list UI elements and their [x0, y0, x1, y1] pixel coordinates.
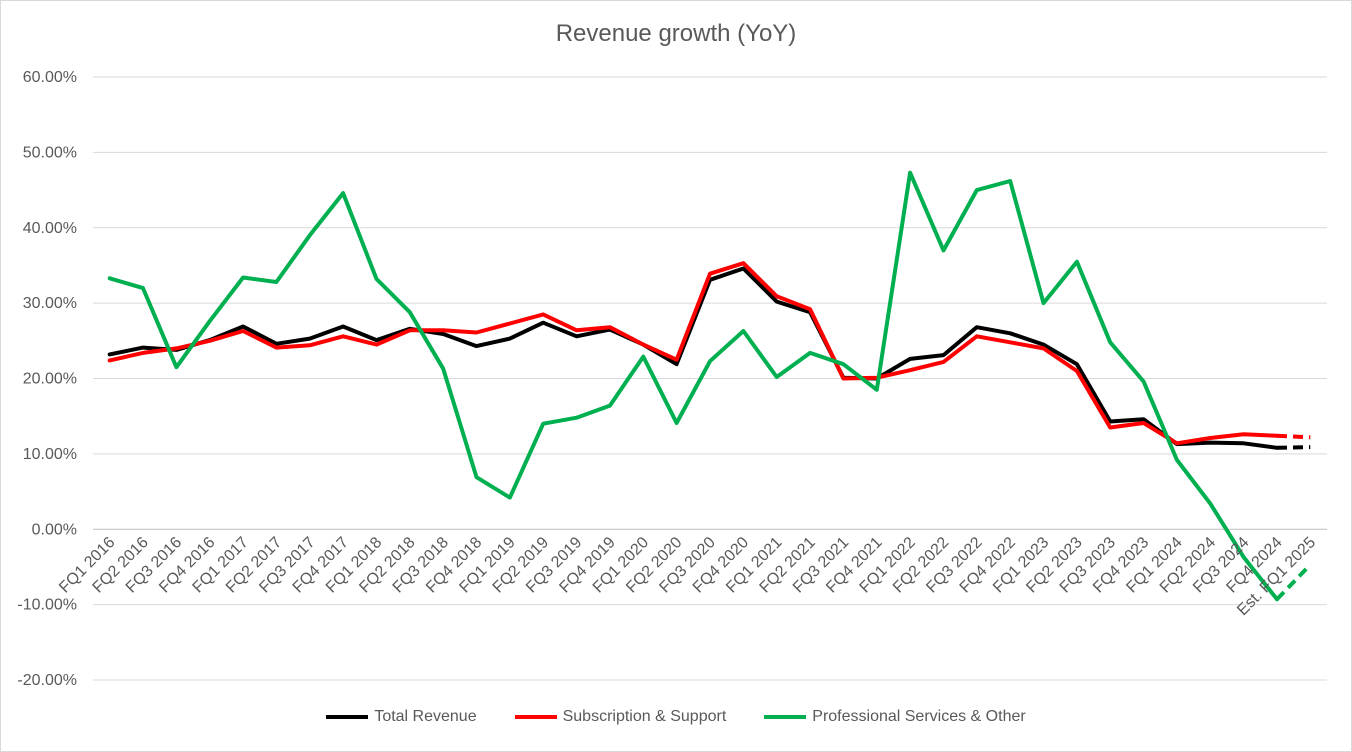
y-tick-label: 30.00% — [23, 295, 77, 312]
gridlines — [93, 76, 1327, 681]
series-lines — [107, 170, 1312, 602]
legend-item-subscription-support: Subscription & Support — [514, 708, 727, 726]
y-tick-label: 50.00% — [23, 144, 77, 161]
y-tick-label: 60.00% — [23, 69, 77, 86]
legend-label-total-revenue: Total Revenue — [374, 708, 477, 725]
y-axis-tick-labels: -20.00% -10.00% 0.00% 10.00% 20.00% 30.00% 40.… — [17, 69, 77, 689]
y-tick-label: -10.00% — [17, 597, 77, 614]
chart-title: Revenue growth (YoY) — [555, 20, 797, 47]
legend-swatch-total-revenue — [326, 715, 369, 719]
series-line-professional-services-other — [107, 170, 1279, 602]
legend-item-total-revenue: Total Revenue — [326, 708, 477, 726]
y-tick-label: -20.00% — [17, 672, 77, 689]
legend-label-professional-services: Professional Services & Other — [812, 708, 1026, 725]
legend: Total Revenue Subscription & Support Pro… — [0, 708, 1352, 726]
y-tick-label: 40.00% — [23, 220, 77, 237]
y-tick-label: 20.00% — [23, 371, 77, 388]
series-line-total-revenue — [107, 266, 1279, 450]
legend-swatch-professional-services — [764, 715, 807, 719]
series-estimate-line-professional-services-other — [1275, 563, 1312, 601]
y-tick-label: 10.00% — [23, 446, 77, 463]
y-tick-label: 0.00% — [32, 521, 77, 538]
series-line-subscription-support — [107, 261, 1279, 446]
legend-item-professional-services: Professional Services & Other — [764, 708, 1026, 726]
series-estimate-line-total-revenue — [1276, 445, 1311, 450]
legend-label-subscription-support: Subscription & Support — [562, 708, 727, 725]
series-estimate-line-subscription-support — [1276, 433, 1311, 440]
legend-swatch-subscription-support — [514, 715, 557, 719]
